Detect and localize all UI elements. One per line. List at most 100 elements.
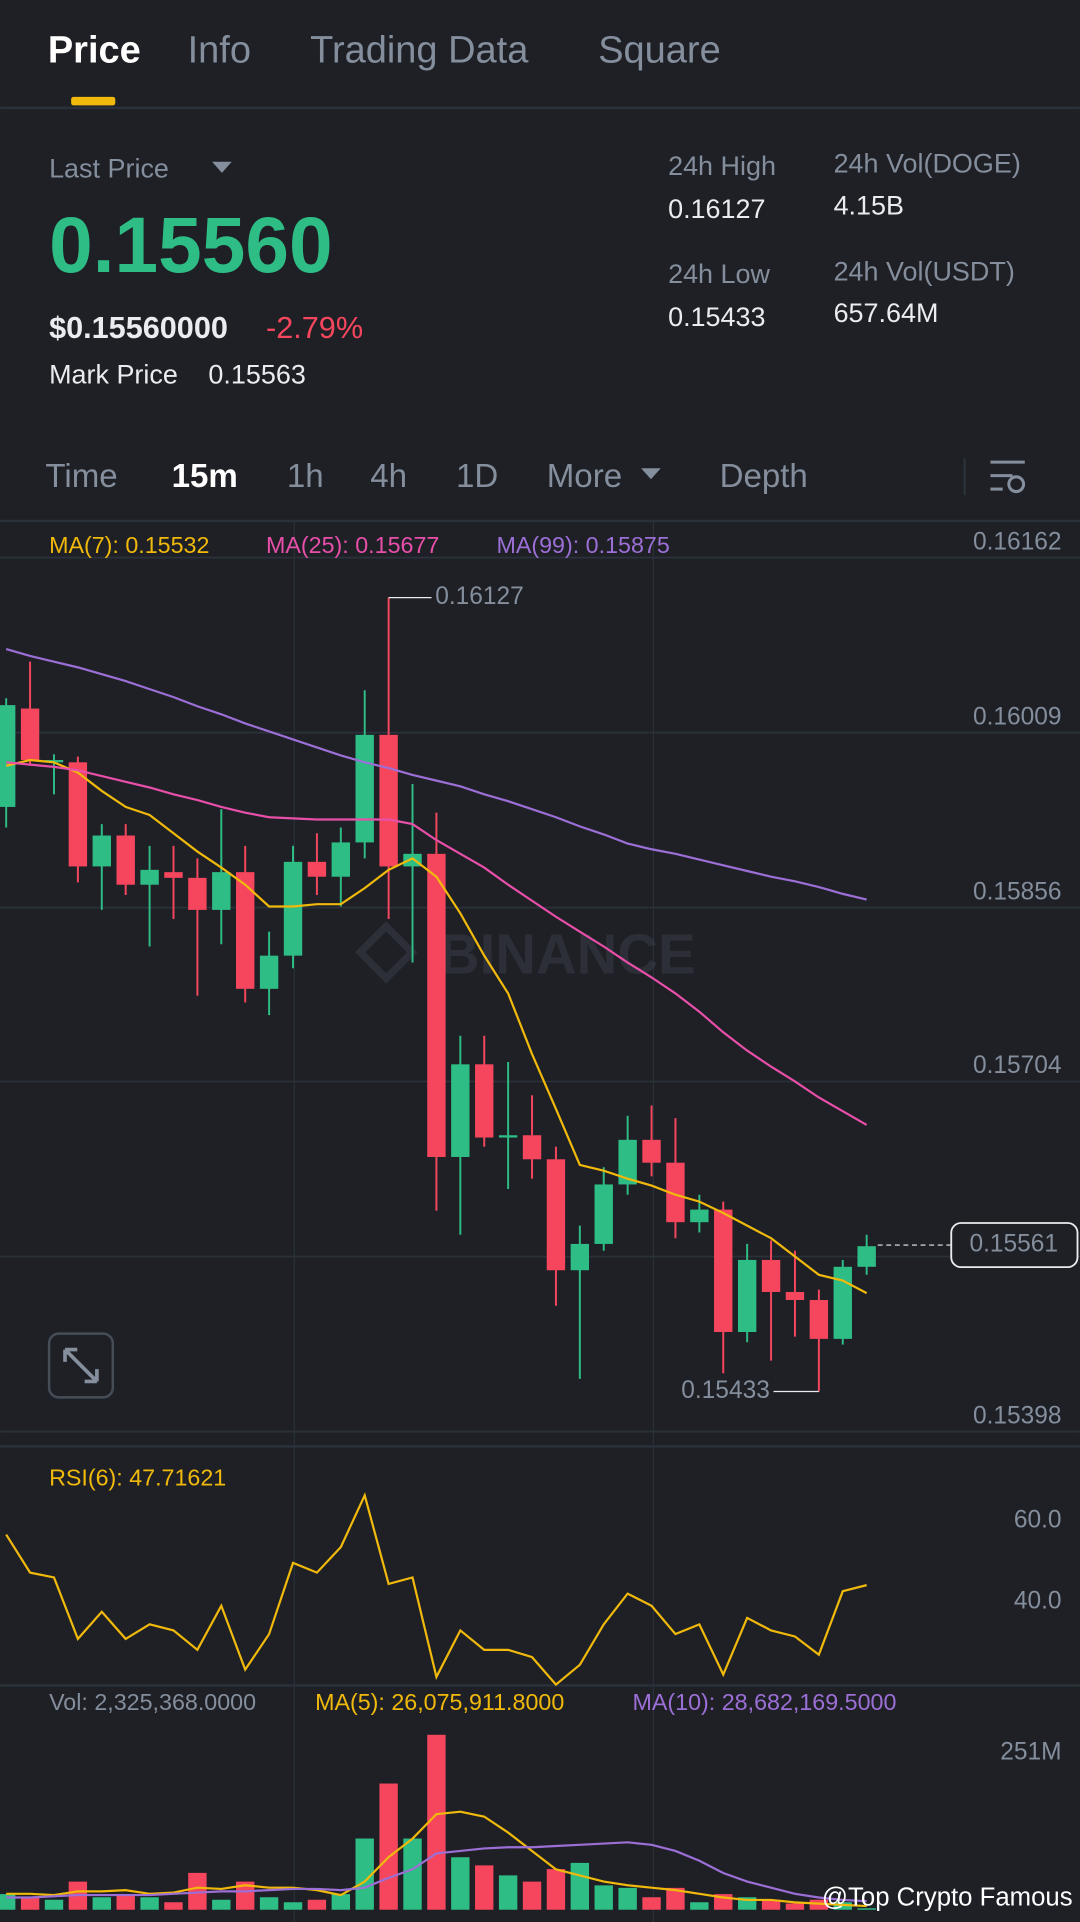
y-tick-label: 0.15856 (973, 878, 1062, 905)
watermark-text: BINANCE (439, 922, 696, 985)
candle-body (857, 1246, 876, 1267)
volume-bar (236, 1881, 255, 1910)
dropdown-arrow[interactable] (212, 161, 232, 173)
volume-bar (307, 1899, 327, 1910)
stat-value: 0.16127 (668, 194, 765, 224)
legend-entry: MA(7): 0.15532 (49, 532, 209, 558)
logo (354, 921, 418, 984)
candle-body (307, 861, 327, 877)
interval[interactable]: More (547, 458, 622, 495)
stat-label: 24h High (668, 151, 776, 181)
tab[interactable]: Square (598, 30, 720, 72)
volume-bar (690, 1902, 709, 1910)
candle-body (714, 1209, 733, 1333)
volume-ma-line (6, 1841, 867, 1903)
volume-bar (283, 1902, 303, 1910)
volume-bar (379, 1783, 398, 1910)
interval[interactable]: 15m (172, 458, 238, 495)
volume-bar (164, 1902, 183, 1910)
volume-bar (116, 1894, 135, 1910)
candle-body (737, 1259, 757, 1333)
candle-body (212, 872, 231, 910)
volume-bar (355, 1838, 374, 1910)
candle-body (809, 1299, 829, 1339)
indicator-title: RSI(6): 47.71621 (49, 1465, 226, 1491)
indicator-title: Vol: 2,325,368.0000 (49, 1689, 256, 1715)
interval[interactable]: 1h (287, 458, 324, 495)
interval[interactable]: Depth (720, 458, 808, 495)
volume-bar (20, 1897, 40, 1910)
volume-bar (594, 1885, 613, 1910)
last-price-label[interactable]: Last Price (49, 154, 169, 184)
mark-price-label: Mark Price (49, 359, 178, 389)
tab[interactable]: Info (188, 30, 251, 72)
volume-bar (140, 1897, 159, 1910)
volume-bar (403, 1838, 422, 1910)
volume-bar (427, 1734, 446, 1910)
volume-bar (451, 1857, 470, 1910)
candle-body (570, 1243, 590, 1271)
candle-body (236, 872, 255, 989)
tab-indicator (71, 96, 116, 106)
candle-body (116, 835, 135, 885)
y-tick-label: 0.15704 (973, 1052, 1062, 1079)
legend-entry: MA(25): 0.15677 (266, 532, 439, 558)
volume-bar (618, 1887, 637, 1910)
candle-body (92, 835, 111, 867)
high-label: 0.16127 (435, 583, 524, 610)
expand-button[interactable] (47, 1332, 115, 1399)
candle-body (44, 760, 64, 763)
volume-bar (331, 1894, 351, 1910)
candle-body (379, 734, 398, 867)
price-change: -2.79% (266, 311, 363, 345)
dropdown-arrow[interactable] (641, 468, 661, 480)
y-tick-label: 251M (1000, 1738, 1061, 1765)
candle-body (427, 853, 446, 1157)
volume-bar (498, 1875, 518, 1910)
rsi-line (5, 1492, 867, 1687)
legend-entry: MA(5): 26,075,911.8000 (315, 1689, 564, 1715)
ma-line (6, 761, 868, 1126)
candle-body (259, 955, 279, 989)
candle-body (68, 762, 88, 867)
interval[interactable]: 1D (456, 458, 498, 495)
last-price: 0.15560 (49, 201, 333, 289)
stat-value: 4.15B (834, 190, 904, 220)
volume-bar (475, 1865, 494, 1910)
candle-body (451, 1064, 470, 1157)
expand-icon (63, 1347, 99, 1384)
usd-price: $0.15560000 (49, 311, 228, 345)
volume-bar (212, 1899, 231, 1910)
y-tick-label: 0.16009 (973, 703, 1062, 730)
candle-body (666, 1162, 685, 1223)
candle-body (498, 1135, 518, 1138)
candle-body (761, 1259, 781, 1292)
settings-icon[interactable] (990, 460, 1026, 494)
volume-bar (785, 1903, 805, 1910)
candle-body (642, 1139, 661, 1163)
current-price-box (950, 1222, 1079, 1269)
candle-body (164, 872, 183, 878)
stat-label: 24h Low (668, 259, 770, 289)
interval[interactable]: 4h (370, 458, 407, 495)
candle-body (188, 877, 207, 910)
candle-body (833, 1266, 852, 1339)
tab[interactable]: Trading Data (310, 30, 529, 72)
interval[interactable]: Time (45, 458, 117, 495)
volume-bar (666, 1887, 685, 1910)
volume-bar (809, 1899, 829, 1910)
candle-body (690, 1209, 709, 1223)
y-tick-label: 0.16162 (973, 528, 1062, 555)
y-tick-label: 0.15398 (973, 1402, 1062, 1429)
volume-bar (522, 1881, 542, 1910)
candle-body (0, 705, 16, 807)
volume-bar (761, 1899, 781, 1910)
candle-body (785, 1291, 805, 1300)
stat-value: 0.15433 (668, 302, 765, 332)
volume-ma-line (6, 1810, 867, 1908)
tab[interactable]: Price (48, 30, 141, 72)
candle-body (140, 869, 159, 885)
volume-bar (92, 1897, 111, 1910)
